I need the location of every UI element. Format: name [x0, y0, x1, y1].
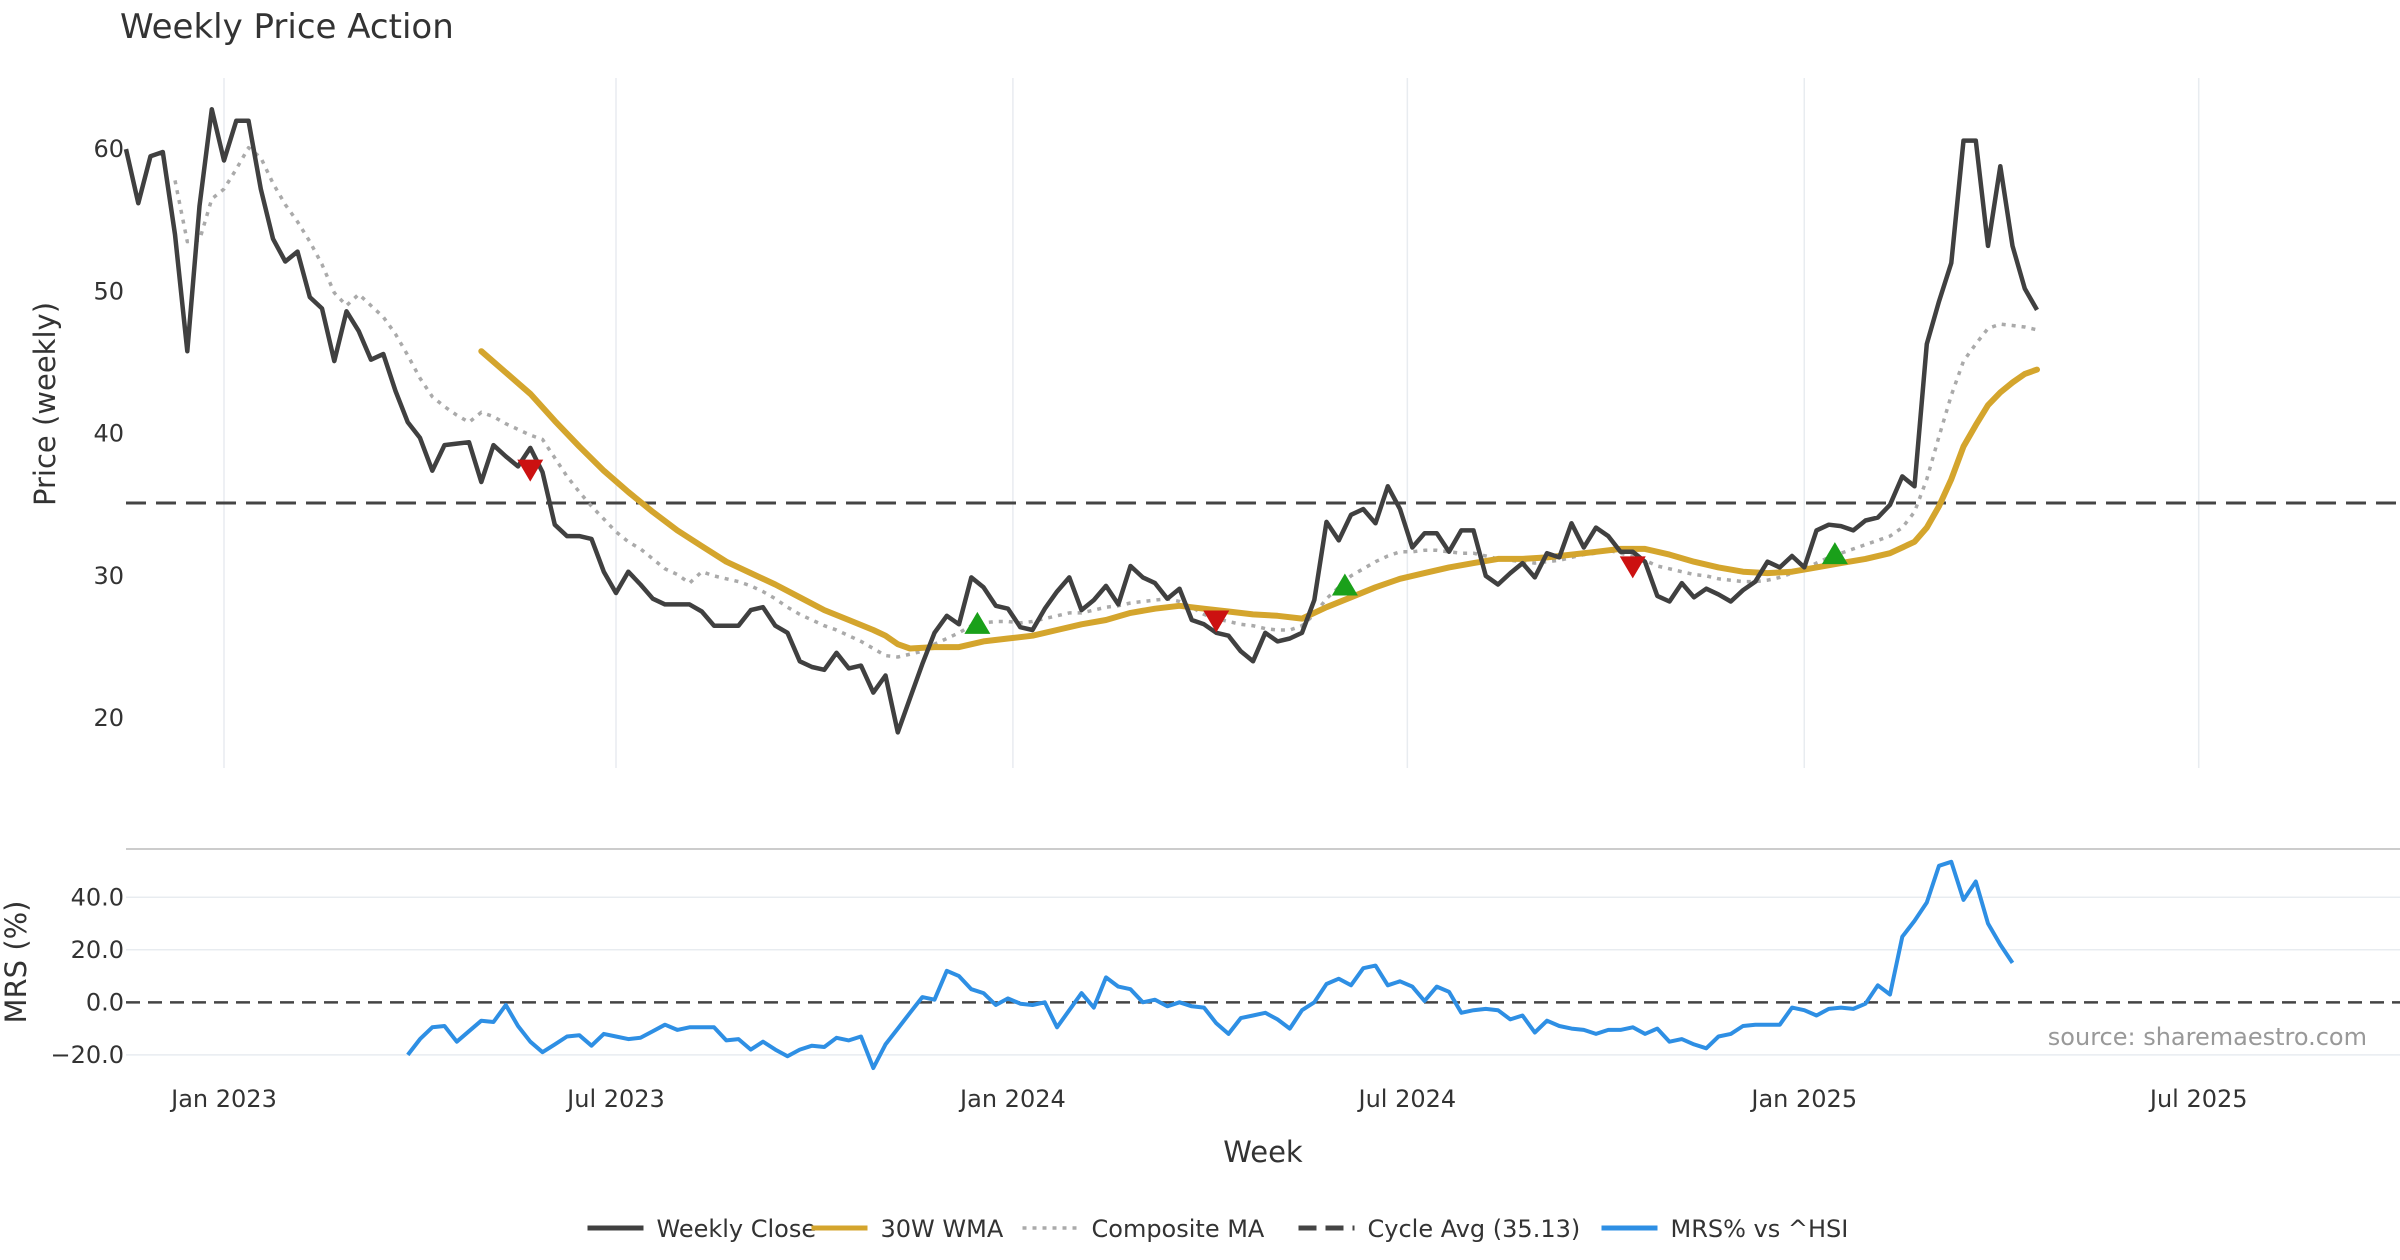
mrs-y-tick-label: 20.0: [71, 936, 124, 964]
legend-label: 30W WMA: [881, 1215, 1004, 1243]
chart-title: Weekly Price Action: [120, 7, 454, 47]
price-y-tick-label: 50: [93, 277, 124, 305]
price-y-axis-label: Price (weekly): [28, 302, 62, 506]
x-tick-label: Jan 2025: [1749, 1085, 1857, 1113]
legend: Weekly Close 30W WMA Composite MA Cycle Avg…: [587, 1215, 1849, 1243]
sell-signal-marker: [1203, 610, 1230, 633]
mrs-y-tick-label: 0.0: [86, 988, 124, 1016]
legend-label: Weekly Close: [657, 1215, 817, 1243]
legend-label: MRS% vs ^HSI: [1671, 1215, 1849, 1243]
mrs-y-tick-label: −20.0: [50, 1041, 124, 1069]
buy-signal-marker: [964, 611, 991, 634]
mrs-line: [406, 859, 2015, 1070]
legend-label: Composite MA: [1092, 1215, 1265, 1243]
source-credit: source: sharemaestro.com: [2048, 1023, 2367, 1051]
price-y-tick-label: 40: [93, 420, 124, 448]
price-y-tick-label: 20: [93, 704, 124, 732]
grid-layer: [223, 78, 2200, 768]
x-tick-label: Jul 2025: [2148, 1085, 2248, 1113]
buy-signal-marker: [1331, 573, 1358, 596]
axis-layer: Price (weekly) MRS (%) Week source: shar…: [0, 135, 2367, 1169]
price-y-tick-label: 60: [93, 135, 124, 163]
mrs-panel: [126, 848, 2400, 1070]
x-tick-label: Jul 2023: [565, 1085, 665, 1113]
mrs-y-axis-label: MRS (%): [0, 901, 33, 1024]
legend-label: Cycle Avg (35.13): [1368, 1215, 1581, 1243]
sell-signal-marker: [1619, 556, 1646, 579]
series-layer: [123, 107, 2400, 735]
mrs-y-tick-label: 40.0: [71, 883, 124, 911]
price-y-tick-label: 30: [93, 562, 124, 590]
x-tick-label: Jan 2024: [958, 1085, 1066, 1113]
x-axis-label: Week: [1223, 1135, 1303, 1169]
wma-30w-line: [478, 348, 2040, 652]
weekly-close-line: [123, 107, 2039, 735]
x-tick-label: Jan 2023: [169, 1085, 277, 1113]
buy-signal-marker: [1821, 542, 1848, 565]
sell-signal-marker: [517, 459, 544, 482]
x-tick-label: Jul 2024: [1357, 1085, 1457, 1113]
